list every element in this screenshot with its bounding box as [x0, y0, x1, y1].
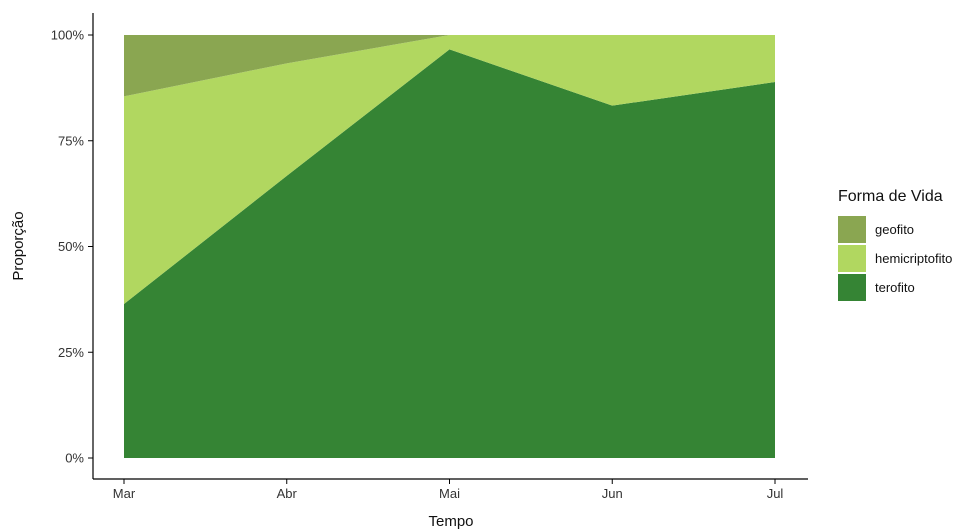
y-tick-label: 25%: [58, 345, 84, 360]
legend-title: Forma de Vida: [838, 188, 943, 205]
y-tick-label: 50%: [58, 239, 84, 254]
legend-items: geofito hemicriptofito terofito: [838, 215, 952, 302]
x-tick-label: Jun: [602, 486, 623, 501]
legend-key-terofito: [838, 274, 866, 301]
x-axis-title: Tempo: [428, 513, 473, 530]
x-tick-label: Abr: [277, 486, 298, 501]
x-axis-ticks: Mar Abr Mai Jun Jul: [113, 479, 784, 501]
x-tick-label: Mai: [439, 486, 460, 501]
x-tick-label: Jul: [767, 486, 784, 501]
legend-item-hemicriptofito: hemicriptofito: [838, 244, 952, 273]
legend-key-geofito: [838, 216, 866, 243]
y-tick-label: 100%: [51, 28, 85, 43]
y-tick-label: 75%: [58, 133, 84, 148]
legend-label: hemicriptofito: [875, 251, 953, 266]
legend: Forma de Vida geofito hemicriptofito terof…: [838, 188, 952, 302]
y-tick-label: 0%: [65, 451, 84, 466]
area-layers: [124, 35, 775, 458]
legend-item-geofito: geofito: [838, 215, 952, 244]
y-axis-title: Proporção: [10, 211, 27, 280]
area-hemicriptofito: [124, 35, 775, 305]
y-axis-ticks: 0% 25% 50% 75% 100%: [51, 28, 93, 466]
area-terofito: [124, 49, 775, 458]
x-tick-label: Mar: [113, 486, 136, 501]
legend-key-hemicriptofito: [838, 245, 866, 272]
legend-label: terofito: [875, 280, 915, 295]
legend-item-terofito: terofito: [838, 273, 952, 302]
legend-label: geofito: [875, 222, 915, 237]
area-geofito: [124, 35, 775, 97]
